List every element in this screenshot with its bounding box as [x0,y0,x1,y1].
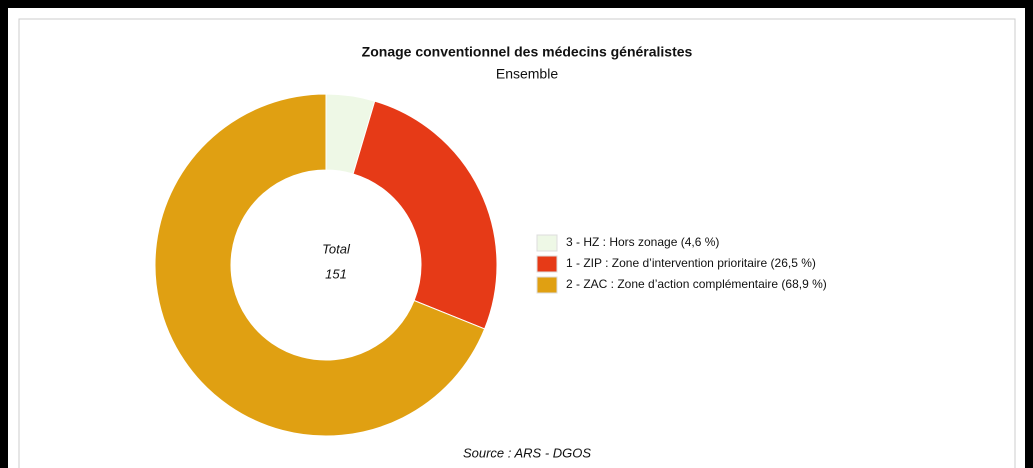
center-label: Total [322,241,351,256]
legend-swatch [536,255,558,273]
donut-slice [154,93,486,437]
center-total: 151 [325,266,347,281]
legend-label: 1 - ZIP : Zone d’intervention prioritair… [566,256,816,270]
chart-title: Zonage conventionnel des médecins généra… [362,44,693,60]
legend-swatch [536,234,558,252]
legend-swatch [536,276,558,294]
source: Source : ARS - DGOS [463,445,591,460]
legend-label: 2 - ZAC : Zone d’action complémentaire (… [566,277,827,291]
legend-label: 3 - HZ : Hors zonage (4,6 %) [566,235,719,249]
chart-subtitle: Ensemble [496,66,558,82]
donut-slice [352,100,498,330]
